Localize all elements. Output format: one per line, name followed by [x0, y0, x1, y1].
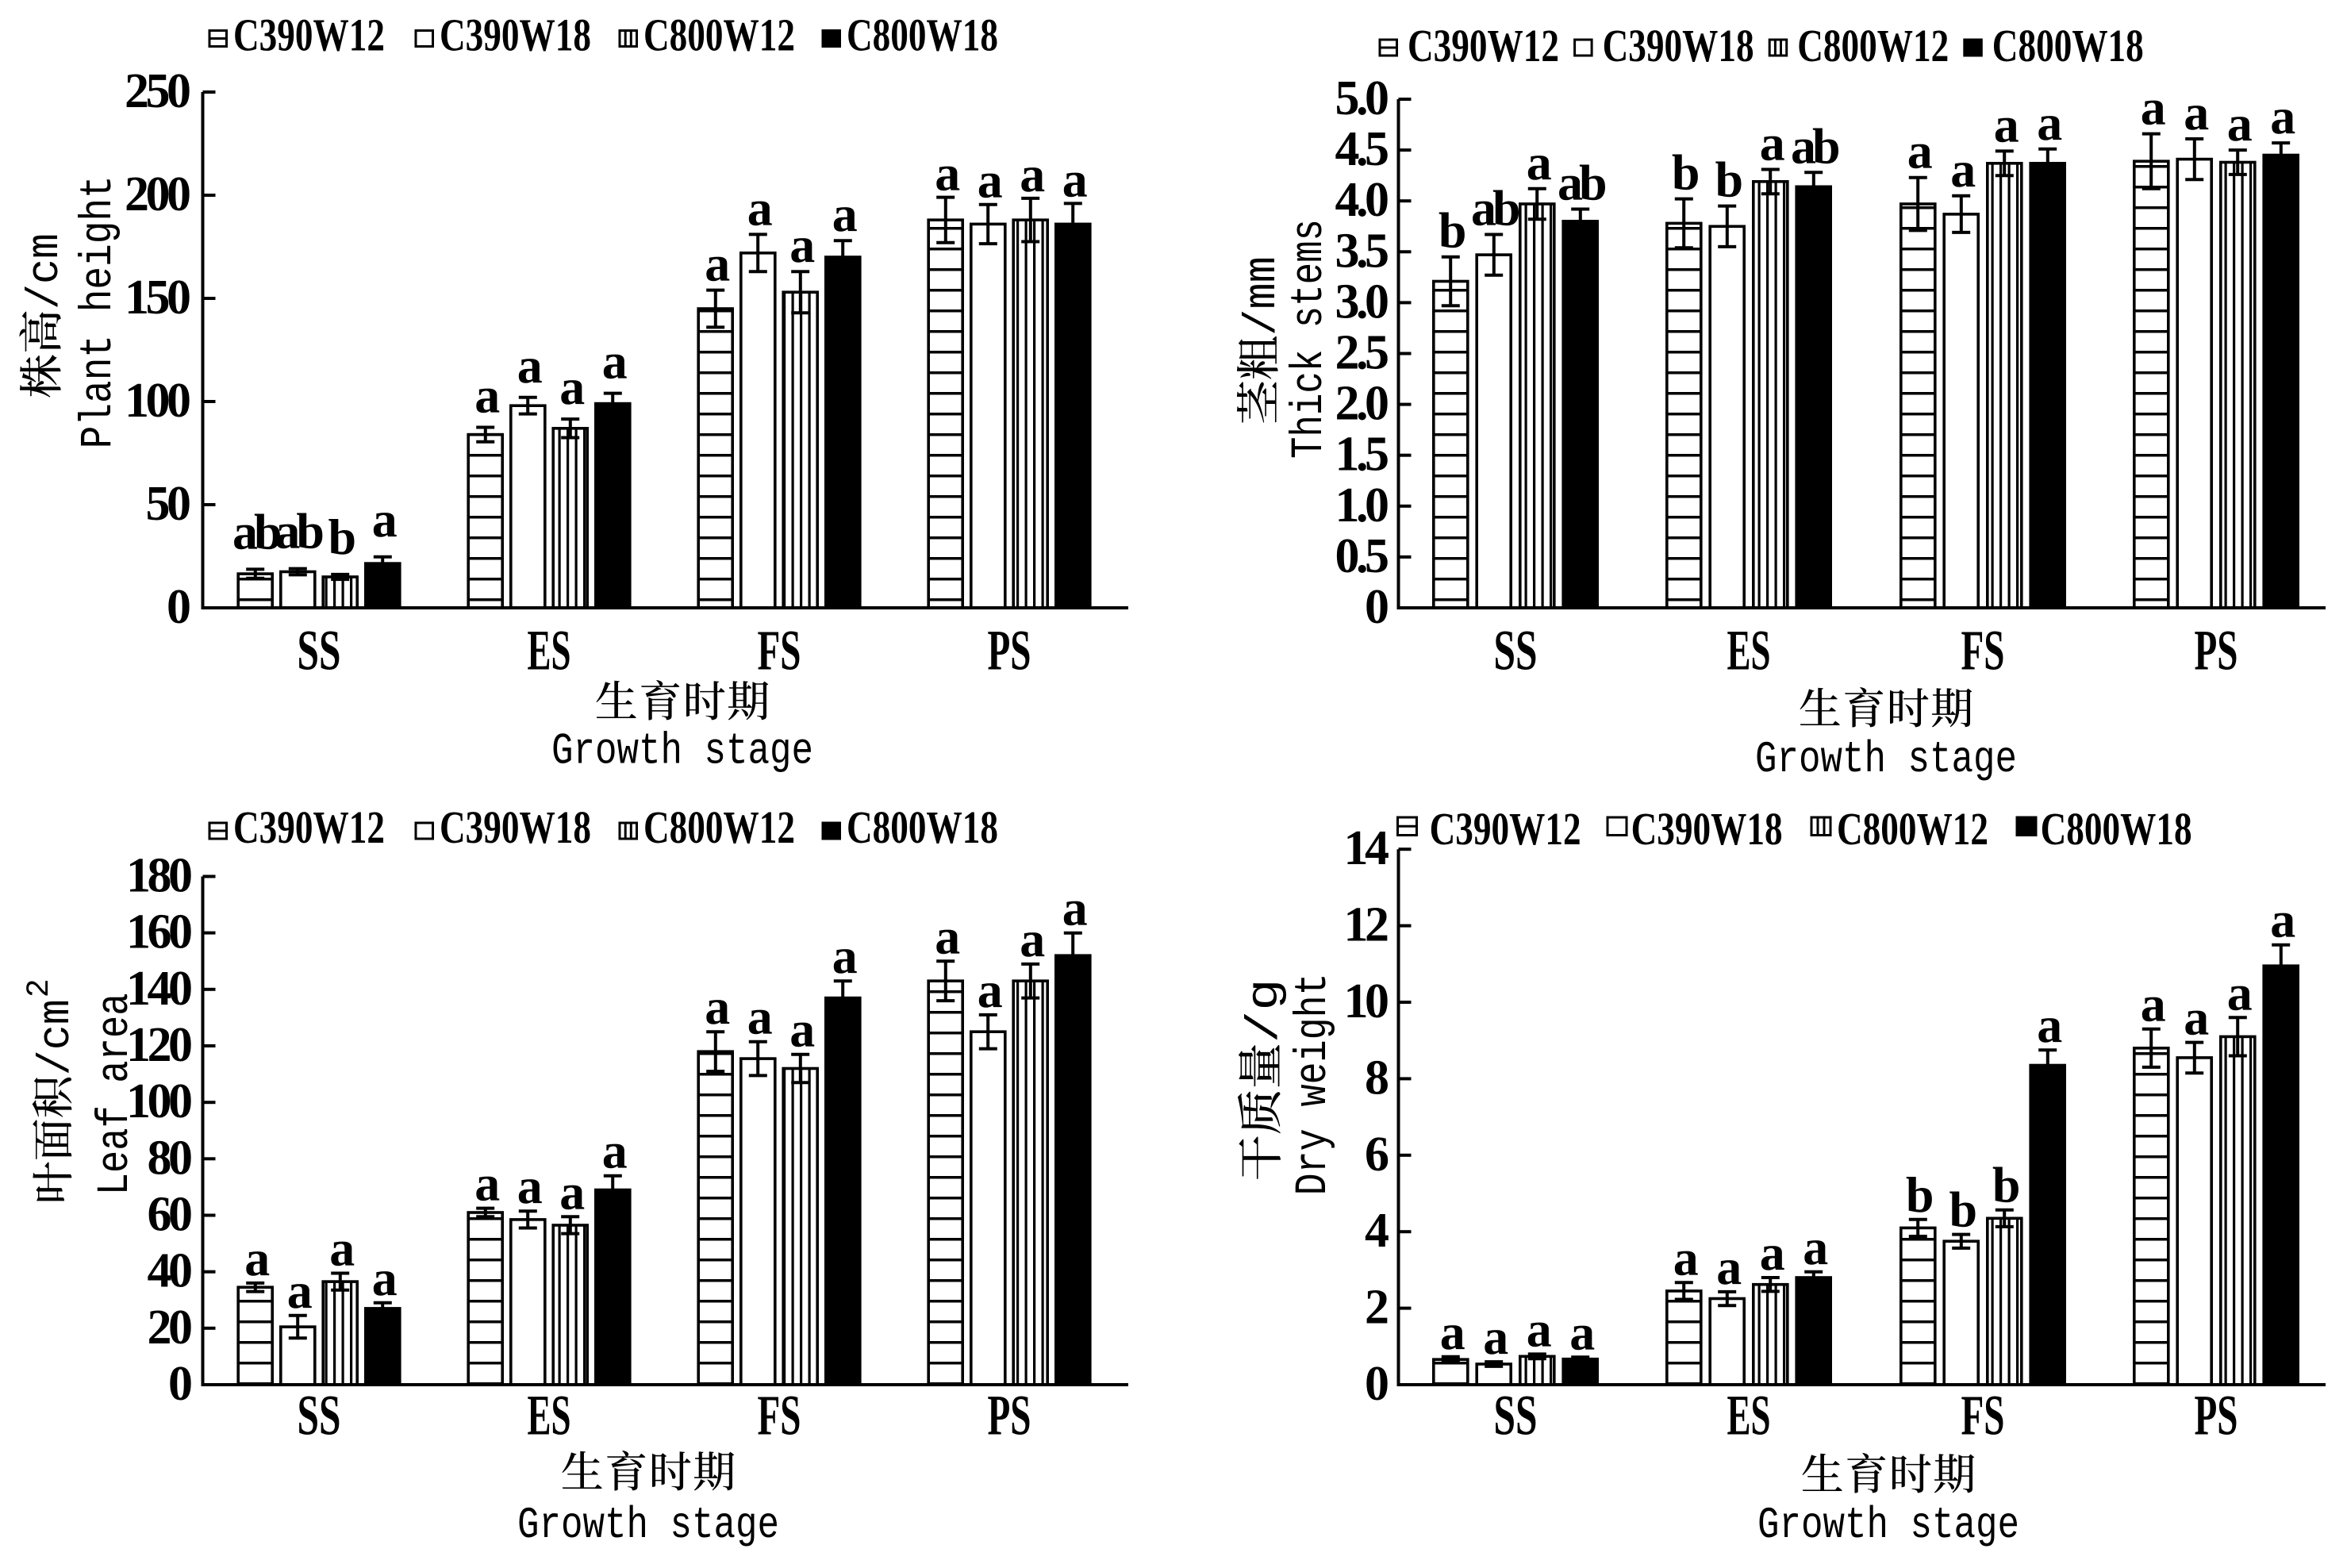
svg-text:4: 4	[1365, 1204, 1389, 1258]
svg-text:Plant height: Plant height	[74, 175, 125, 448]
svg-text:b: b	[1992, 1157, 2019, 1213]
svg-text:ab: ab	[232, 503, 280, 559]
svg-text:2: 2	[22, 978, 58, 997]
svg-text:1.5: 1.5	[1335, 428, 1389, 482]
svg-text:ES: ES	[528, 619, 571, 682]
svg-text:2.5: 2.5	[1335, 326, 1389, 380]
svg-text:Leaf area: Leaf area	[90, 993, 141, 1195]
svg-text:SS: SS	[1494, 619, 1538, 682]
svg-text:14: 14	[1344, 821, 1389, 875]
svg-text:SS: SS	[298, 1384, 341, 1447]
svg-text:C390W12: C390W12	[1430, 803, 1581, 855]
svg-text:/cm: /cm	[21, 233, 71, 309]
svg-text:160: 160	[126, 905, 191, 959]
svg-text:PS: PS	[2195, 619, 2238, 682]
svg-text:C800W12: C800W12	[643, 10, 795, 61]
svg-text:FS: FS	[758, 1384, 801, 1447]
svg-text:4.5: 4.5	[1335, 122, 1389, 176]
svg-text:Dry weight: Dry weight	[1289, 973, 1339, 1195]
svg-text:PS: PS	[988, 1384, 1031, 1447]
svg-text:C390W18: C390W18	[440, 10, 591, 61]
svg-text:20: 20	[148, 1301, 192, 1355]
svg-text:/g: /g	[1240, 978, 1291, 1043]
svg-text:SS: SS	[1494, 1384, 1538, 1447]
svg-text:Growth stage: Growth stage	[551, 726, 813, 777]
svg-text:C390W18: C390W18	[440, 801, 591, 853]
svg-text:5.0: 5.0	[1335, 71, 1389, 125]
svg-text:60: 60	[148, 1188, 192, 1242]
svg-text:250: 250	[125, 64, 190, 118]
svg-text:C390W12: C390W12	[233, 801, 385, 853]
svg-text:ab: ab	[275, 503, 322, 559]
svg-text:6: 6	[1365, 1128, 1389, 1182]
svg-text:3.0: 3.0	[1335, 275, 1389, 329]
svg-text:b: b	[1715, 152, 1742, 208]
svg-text:FS: FS	[1961, 1384, 2005, 1447]
svg-text:0.5: 0.5	[1335, 529, 1389, 583]
svg-text:FS: FS	[1961, 619, 2005, 682]
svg-text:3.5: 3.5	[1335, 224, 1389, 278]
svg-text:FS: FS	[758, 619, 801, 682]
svg-text:0: 0	[1365, 1357, 1388, 1411]
svg-text:200: 200	[125, 167, 190, 221]
svg-text:C800W18: C800W18	[1992, 20, 2144, 71]
svg-text:150: 150	[125, 271, 190, 325]
svg-text:180: 180	[126, 849, 191, 903]
svg-text:ES: ES	[528, 1384, 571, 1447]
svg-text:PS: PS	[2195, 1384, 2238, 1447]
svg-text:C800W12: C800W12	[643, 801, 795, 853]
svg-text:b: b	[1949, 1182, 1976, 1238]
svg-text:100: 100	[125, 374, 190, 428]
svg-text:1.0: 1.0	[1335, 478, 1389, 532]
svg-text:C800W12: C800W12	[1837, 803, 1988, 855]
svg-text:140: 140	[126, 962, 191, 1016]
svg-text:0: 0	[168, 1357, 191, 1411]
svg-text:C800W12: C800W12	[1797, 20, 1949, 71]
svg-text:2.0: 2.0	[1335, 377, 1389, 431]
svg-text:C390W12: C390W12	[1408, 20, 1559, 71]
svg-text:Growth stage: Growth stage	[1755, 734, 2017, 785]
svg-text:80: 80	[148, 1131, 192, 1185]
svg-text:ES: ES	[1727, 1384, 1771, 1447]
svg-text:ES: ES	[1727, 619, 1771, 682]
svg-text:b: b	[1439, 202, 1465, 259]
svg-text:C800W18: C800W18	[847, 801, 998, 853]
svg-text:C390W18: C390W18	[1631, 803, 1783, 855]
svg-text:100: 100	[126, 1074, 191, 1128]
svg-text:b: b	[328, 509, 355, 565]
svg-text:0: 0	[167, 580, 190, 634]
svg-text:12: 12	[1344, 898, 1389, 952]
svg-text:2: 2	[1365, 1281, 1388, 1335]
svg-text:ab: ab	[1558, 155, 1605, 211]
svg-text:C800W18: C800W18	[2041, 803, 2192, 855]
svg-text:ab: ab	[1471, 180, 1519, 236]
svg-text:120: 120	[126, 1018, 191, 1072]
svg-text:b: b	[1906, 1166, 1932, 1223]
svg-text:C800W18: C800W18	[847, 10, 998, 61]
svg-text:b: b	[1672, 144, 1698, 201]
svg-text:/cm: /cm	[32, 999, 83, 1075]
svg-text:4.0: 4.0	[1335, 173, 1389, 227]
svg-text:40: 40	[148, 1244, 192, 1298]
svg-text:10: 10	[1344, 974, 1389, 1028]
svg-text:Growth stage: Growth stage	[1757, 1500, 2019, 1551]
svg-text:C390W18: C390W18	[1603, 20, 1754, 71]
svg-text:ab: ab	[1791, 117, 1838, 174]
svg-text:C390W12: C390W12	[233, 10, 385, 61]
svg-text:PS: PS	[988, 619, 1031, 682]
svg-text:0: 0	[1365, 580, 1388, 634]
svg-text:/mm: /mm	[1238, 256, 1289, 336]
svg-text:8: 8	[1365, 1051, 1388, 1105]
svg-text:SS: SS	[298, 619, 341, 682]
svg-text:Thick stems: Thick stems	[1285, 219, 1335, 459]
svg-text:50: 50	[146, 477, 190, 531]
svg-text:Growth stage: Growth stage	[517, 1500, 779, 1551]
